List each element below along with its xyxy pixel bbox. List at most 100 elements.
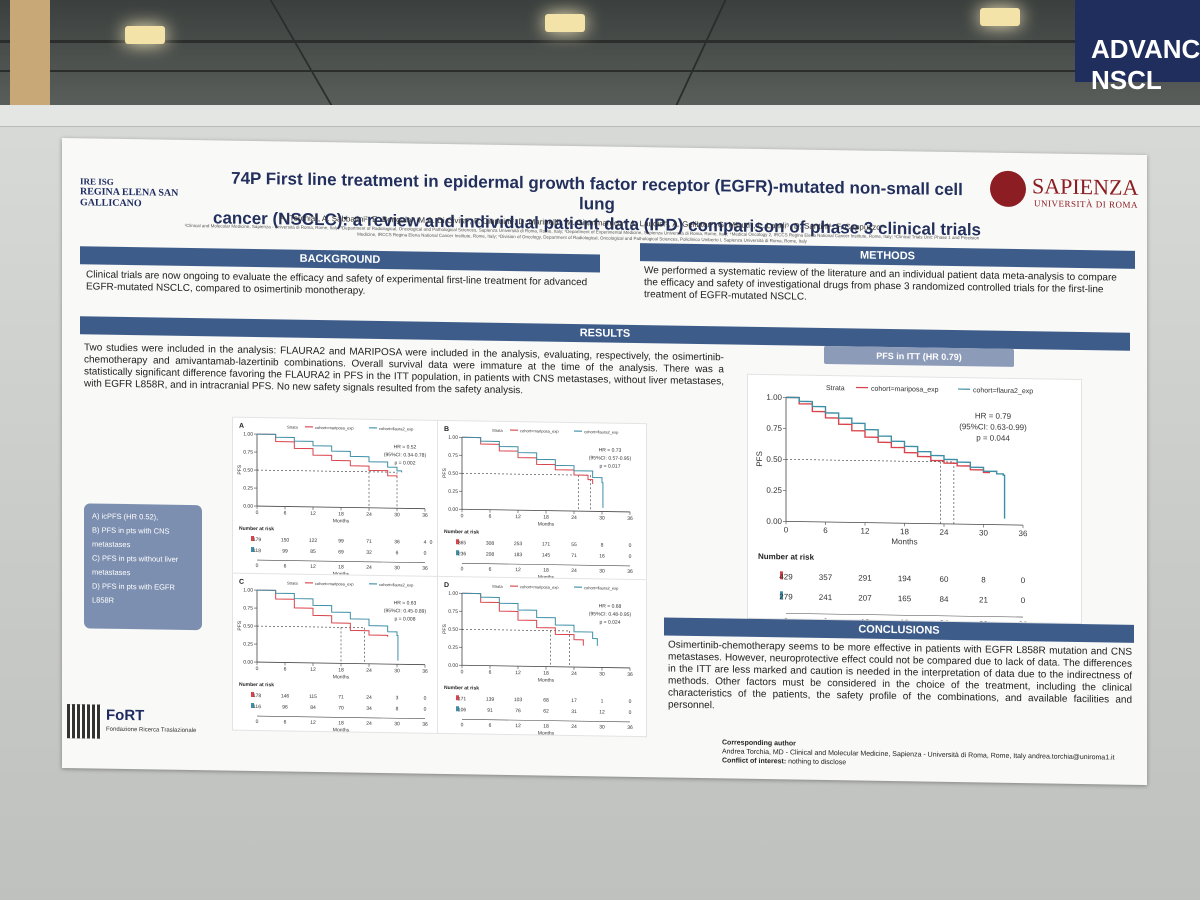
y-tick-label: 0.00	[448, 663, 458, 669]
risk-value: 179	[253, 537, 262, 543]
legend-label-mariposa: cohort=mariposa_exp	[871, 386, 939, 394]
fort-sub: Fondazione Ricerca Traslazionale	[106, 726, 197, 735]
risk-value: 308	[486, 541, 495, 547]
x-tick-label: 30	[394, 668, 400, 674]
legend-label-mariposa: cohort=mariposa_exp	[520, 428, 559, 434]
risk-row-swatch	[456, 695, 459, 701]
risk-row-swatch	[251, 546, 254, 553]
risk-x-axis-label: Months	[538, 730, 555, 736]
risk-value: 0	[430, 540, 433, 546]
x-axis-label: Months	[891, 537, 917, 546]
risk-x-tick-label: 24	[571, 724, 577, 730]
y-tick-label: 0.50	[243, 468, 253, 474]
risk-value: 91	[487, 708, 493, 714]
risk-axis	[786, 613, 1023, 618]
y-tick-label: 0.75	[243, 450, 253, 456]
x-tick-label: 18	[543, 515, 549, 521]
risk-x-tick-label: 6	[489, 567, 492, 573]
x-tick-label: 24	[940, 528, 949, 537]
risk-value: 106	[458, 707, 467, 713]
sapienza-sub: UNIVERSITÀ DI ROMA	[1034, 198, 1138, 210]
median-line	[786, 459, 954, 463]
risk-value: 165	[898, 594, 912, 603]
legend-title: Strata	[287, 581, 298, 586]
risk-value: 84	[940, 595, 949, 604]
y-tick-label: 0.00	[448, 507, 458, 513]
risk-value: 150	[281, 537, 290, 543]
conclusions-text: Osimertinib-chemotherapy seems to be mor…	[668, 639, 1132, 712]
x-tick-label: 18	[338, 667, 344, 673]
risk-value: 0	[629, 554, 632, 560]
hr-annotation: HR = 0.68	[599, 603, 622, 609]
legend-label-flaura2: cohort=flaura2_exp	[379, 582, 414, 588]
ceiling-beam	[0, 70, 1200, 72]
y-tick-label: 0.50	[448, 627, 458, 633]
risk-value: 76	[515, 708, 521, 714]
risk-value: 116	[253, 704, 261, 710]
risk-value: 357	[819, 573, 833, 582]
risk-value: 207	[858, 594, 872, 603]
risk-x-tick-label: 36	[422, 566, 428, 572]
hr-annotation: HR = 0.79	[975, 411, 1012, 421]
x-tick-label: 24	[366, 512, 372, 518]
ceiling: ADVANCED NSCL	[0, 0, 1200, 105]
x-tick-label: 0	[256, 666, 259, 672]
risk-row-swatch	[251, 702, 254, 709]
risk-x-tick-label: 0	[461, 566, 464, 572]
pfs-itt-title: PFS in ITT (HR 0.79)	[824, 345, 1014, 367]
km-curve-mariposa	[257, 589, 389, 637]
risk-x-tick-label: 24	[366, 565, 372, 571]
risk-row-swatch	[456, 706, 459, 712]
risk-value: 4	[424, 540, 427, 546]
risk-axis	[462, 562, 630, 567]
risk-x-tick-label: 6	[489, 723, 492, 729]
y-tick-label: 1.00	[766, 393, 782, 402]
hr-annotation: (95%CI: 0.63-0.99)	[959, 422, 1027, 432]
risk-axis	[257, 559, 425, 564]
x-tick-label: 6	[284, 510, 287, 516]
y-axis-label: PFS	[442, 623, 448, 633]
risk-row-swatch	[251, 535, 254, 542]
risk-x-tick-label: 30	[394, 721, 400, 727]
coi-text: nothing to disclose	[788, 758, 847, 767]
km-curve-mariposa	[462, 436, 594, 484]
risk-x-tick-label: 18	[338, 564, 344, 570]
risk-value: 16	[599, 553, 605, 559]
x-tick-label: 24	[571, 515, 577, 521]
y-tick-label: 0.25	[448, 645, 458, 651]
corr-title: Corresponding author	[722, 739, 796, 748]
risk-x-tick-label: 30	[599, 724, 605, 730]
risk-title: Number at risk	[758, 552, 815, 562]
risk-value: 0	[629, 710, 632, 716]
y-tick-label: 0.00	[766, 517, 782, 526]
x-tick-label: 0	[784, 525, 789, 534]
risk-value: 31	[571, 709, 577, 715]
median-line	[257, 625, 365, 629]
coi-label: Conflict of interest:	[722, 757, 787, 766]
x-tick-label: 36	[422, 513, 428, 519]
risk-value: 3	[396, 695, 399, 701]
y-axis-label: PFS	[237, 620, 243, 630]
risk-value: 178	[253, 693, 262, 699]
ceiling-lamp	[980, 8, 1020, 26]
x-tick-label: 6	[284, 666, 287, 672]
risk-x-tick-label: 18	[543, 568, 549, 574]
risk-value: 279	[779, 592, 793, 601]
risk-row-swatch	[456, 550, 459, 556]
median-line	[462, 628, 570, 632]
hr-annotation: p = 0.044	[976, 433, 1010, 443]
risk-x-tick-label: 12	[310, 720, 316, 726]
x-tick-label: 30	[979, 528, 988, 537]
risk-row-swatch	[251, 691, 254, 698]
x-tick-label: 12	[310, 667, 316, 673]
risk-row-swatch	[780, 571, 783, 580]
km-svg: A Strata cohort=mariposa_exp cohort=flaura2…	[237, 423, 433, 577]
results-text: Two studies were included in the analysi…	[84, 342, 724, 397]
x-tick-label: 0	[461, 669, 464, 675]
y-tick-label: 0.50	[243, 624, 253, 630]
risk-x-tick-label: 18	[543, 724, 549, 730]
median-line	[462, 472, 591, 476]
risk-value: 71	[366, 539, 372, 545]
legend-title: Strata	[492, 584, 503, 589]
risk-value: 21	[979, 595, 988, 604]
